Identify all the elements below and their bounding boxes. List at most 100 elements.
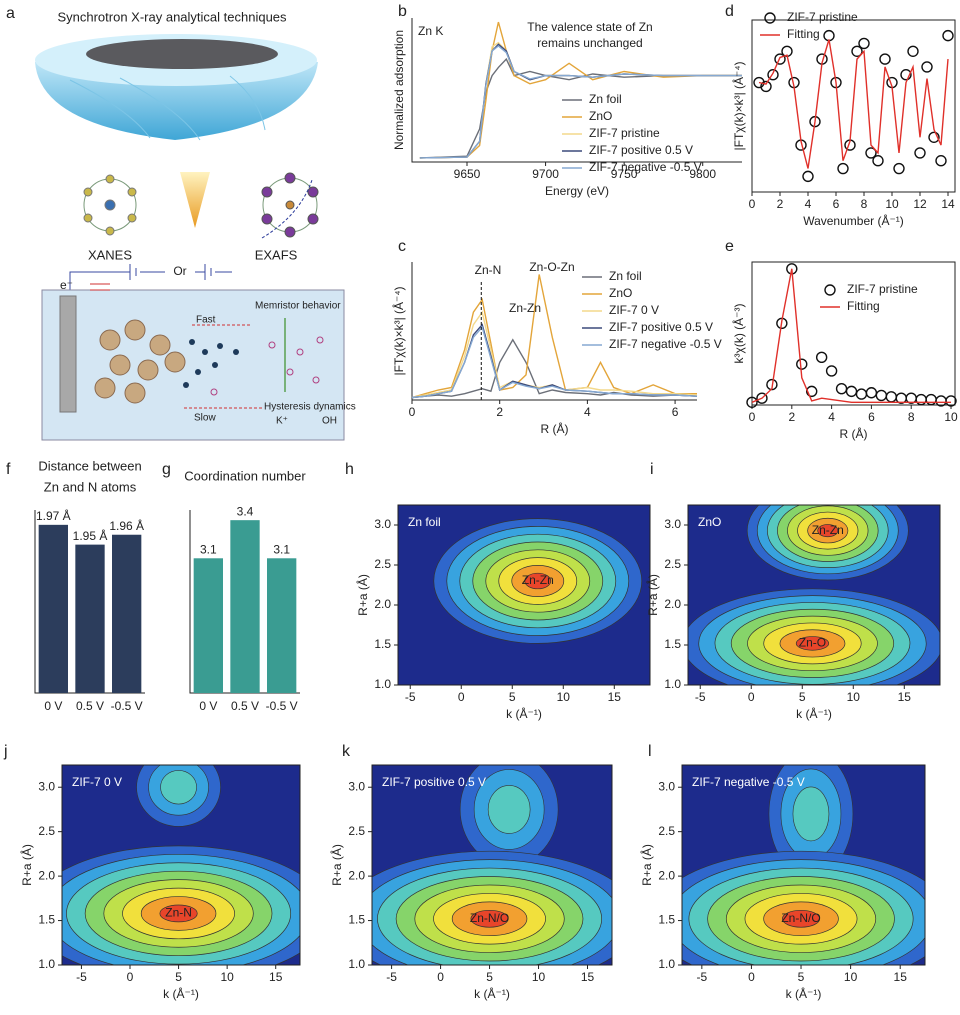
data-point — [945, 395, 957, 407]
x-tick-label: 10 — [557, 690, 571, 704]
plot-frame — [751, 19, 956, 193]
data-point — [815, 351, 828, 364]
value-label: 3.1 — [200, 542, 217, 556]
x-tick-label: 0 V — [44, 699, 62, 713]
secondary-feature — [160, 770, 197, 805]
electrode — [59, 295, 77, 413]
x-tick-label: 10 — [847, 690, 861, 704]
data-point — [796, 358, 808, 370]
x-tick-label: 5 — [798, 970, 805, 984]
value-label: 3.1 — [273, 542, 290, 556]
y-axis-label: |FTχ(k)×k³| (Å⁻⁴) — [391, 286, 406, 375]
legend-label: ZIF-7 pristine — [589, 126, 660, 140]
contour-map — [398, 505, 650, 685]
contour-map — [682, 765, 925, 965]
x-tick-label: 4 — [584, 405, 591, 419]
plot-frame — [61, 764, 301, 966]
data-point — [914, 147, 926, 159]
y-tick-label: 1.0 — [348, 957, 365, 971]
y-axis-label: R+a (Å) — [355, 574, 370, 616]
peak — [159, 904, 198, 923]
data-point — [835, 382, 848, 395]
x-tick-label: -0.5 V — [111, 699, 143, 713]
x-axis-label: k (Å⁻¹) — [786, 986, 822, 1001]
electron-label: e⁻ — [60, 278, 73, 292]
legend-label: ZnO — [589, 109, 612, 123]
x-axis-label: R (Å) — [840, 426, 868, 441]
data-point — [865, 147, 877, 159]
data-point — [756, 392, 768, 404]
peak-label: Zn-O — [799, 636, 826, 650]
k-ions — [210, 336, 324, 396]
x-tick-label: 10 — [944, 410, 958, 424]
y-tick-label: 2.0 — [348, 868, 365, 882]
axes — [411, 18, 742, 163]
y-tick-label: 2.5 — [374, 557, 391, 571]
x-axis-label: k (Å⁻¹) — [796, 706, 832, 721]
plot-frame — [371, 764, 613, 966]
data-point — [865, 387, 878, 399]
y-tick-label: 3.0 — [658, 779, 675, 793]
y-tick-label: 1.5 — [658, 913, 675, 927]
x-axis-label: Wavenumber (Å⁻¹) — [803, 213, 904, 228]
xanes-motif — [83, 174, 137, 236]
data-point — [900, 69, 912, 81]
x-tick-label: 9650 — [454, 167, 481, 181]
y-tick-label: 3.0 — [348, 779, 365, 793]
x-tick-label: 10 — [885, 197, 899, 211]
data-point — [767, 69, 779, 81]
value-label: 3.4 — [237, 504, 254, 518]
legend-label: Zn foil — [609, 269, 642, 283]
data-point — [885, 391, 898, 403]
data-point — [942, 29, 954, 42]
legend-label: Fitting — [847, 299, 880, 313]
technique-label: XANES — [88, 247, 132, 262]
behavior-label: Memristor behavior — [255, 301, 341, 312]
legend-label: ZIF-7 negative -0.5 V — [589, 160, 702, 174]
data-point — [872, 155, 884, 167]
x-tick-label: 5 — [175, 970, 182, 984]
peak — [795, 636, 830, 651]
dynamics-label: Hysteresis dynamics — [264, 402, 356, 413]
x-tick-label: 15 — [608, 690, 622, 704]
legend-label: ZIF-7 negative -0.5 V — [609, 337, 722, 351]
x-tick-label: 0 — [409, 405, 416, 419]
y-tick-label: 1.0 — [374, 677, 391, 691]
data-point — [825, 365, 838, 377]
y-tick-label: 2.5 — [348, 824, 365, 838]
annotation: Zn-Zn — [509, 301, 541, 315]
bar — [267, 558, 297, 693]
axes — [189, 510, 300, 694]
y-axis-label: |FTχ(k)×k³| (Å⁻⁴) — [731, 61, 746, 150]
x-tick-label: 10 — [532, 970, 546, 984]
x-tick-label: 10 — [844, 970, 858, 984]
legend-marker — [764, 12, 776, 24]
y-tick-label: 2.5 — [38, 824, 55, 838]
legend-label: ZIF-7 pristine — [847, 282, 918, 296]
peak — [781, 909, 821, 928]
plot-frame — [751, 261, 956, 406]
panel-title: ZIF-7 negative -0.5 V — [692, 775, 805, 789]
data-point — [806, 385, 818, 398]
x-tick-label: 0.5 V — [76, 699, 104, 713]
legend-label: ZIF-7 pristine — [787, 10, 858, 24]
x-tick-label: 15 — [898, 690, 912, 704]
panel-title: ZIF-7 positive 0.5 V — [382, 775, 486, 789]
data-point — [907, 45, 919, 57]
x-tick-label: 8 — [861, 197, 868, 211]
x-tick-label: 0 — [127, 970, 134, 984]
value-label: 1.96 Å — [109, 518, 144, 533]
chart-title: Zn and N atoms — [44, 479, 137, 494]
x-tick-label: 0 — [748, 690, 755, 704]
data-point — [746, 396, 758, 408]
y-axis-label: R+a (Å) — [645, 574, 660, 616]
contour-map — [372, 765, 612, 965]
y-tick-label: 2.5 — [658, 824, 675, 838]
panel-title: Zn foil — [408, 515, 441, 529]
data-point — [921, 61, 933, 73]
y-axis-label: R+a (Å) — [329, 844, 344, 886]
value-label: 1.97 Å — [36, 508, 71, 523]
x-tick-label: -5 — [76, 970, 87, 984]
x-tick-label: 6 — [833, 197, 840, 211]
data-point — [837, 162, 849, 175]
